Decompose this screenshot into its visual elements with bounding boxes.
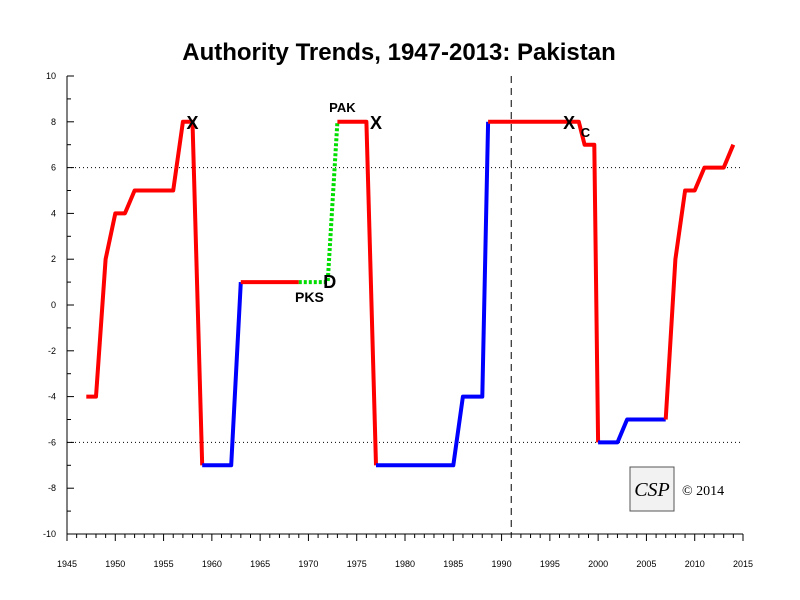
y-tick-label: -6 [48, 437, 56, 447]
y-tick-label: 8 [51, 117, 56, 127]
copyright-text: © 2014 [682, 484, 724, 499]
x-tick-label: 1975 [347, 559, 367, 569]
x-tick-label: 2010 [685, 559, 705, 569]
annotation-label: X [370, 113, 382, 133]
annotation-label: C [581, 125, 591, 140]
y-tick-label: -2 [48, 346, 56, 356]
x-tick-label: 2005 [636, 559, 656, 569]
x-tick-label: 1985 [443, 559, 463, 569]
y-tick-label: -4 [48, 392, 56, 402]
annotation-label: X [187, 113, 199, 133]
axes: 10 8 6 4 2 0 -2 -4 -6 -8 -10 1945 1950 1955 1960 1965 19… [43, 71, 753, 569]
data-series [86, 119, 736, 468]
series-segment-1 [202, 281, 243, 468]
series-segment-3 [298, 121, 340, 285]
y-tick-label: 2 [51, 254, 56, 264]
x-tick-label: 1960 [202, 559, 222, 569]
x-tick-label: 1945 [57, 559, 77, 569]
x-tick-label: 1970 [298, 559, 318, 569]
series-segment-7 [598, 417, 666, 445]
y-tick-label: -10 [43, 529, 56, 539]
x-tick-label: 2000 [588, 559, 608, 569]
series-segment-8 [663, 143, 736, 420]
logo-text: CSP [634, 479, 670, 501]
y-tick-label: 0 [51, 300, 56, 310]
x-tick-label: 1980 [395, 559, 415, 569]
y-tick-label: 10 [46, 71, 56, 81]
annotation-label: X [563, 113, 575, 133]
y-tick-label: -8 [48, 483, 56, 493]
y-tick-label: 6 [51, 163, 56, 173]
series-segment-0 [86, 119, 205, 466]
x-tick-label: 1995 [540, 559, 560, 569]
x-tick-label: 2015 [733, 559, 753, 569]
x-tick-label: 1950 [105, 559, 125, 569]
series-segment-5 [376, 121, 491, 468]
x-tick-label: 1955 [154, 559, 174, 569]
series-segment-6 [488, 119, 601, 443]
y-tick-label: 4 [51, 208, 56, 218]
reference-lines [67, 76, 743, 534]
annotation-label: D [323, 272, 336, 292]
series-segment-4 [337, 119, 378, 466]
csp-logo: CSP [629, 466, 675, 512]
annotation-label: PAK [329, 100, 356, 115]
annotation-label: PKS [295, 289, 324, 305]
x-tick-label: 1965 [250, 559, 270, 569]
chart-title: Authority Trends, 1947-2013: Pakistan [182, 39, 616, 66]
x-tick-label: 1990 [492, 559, 512, 569]
